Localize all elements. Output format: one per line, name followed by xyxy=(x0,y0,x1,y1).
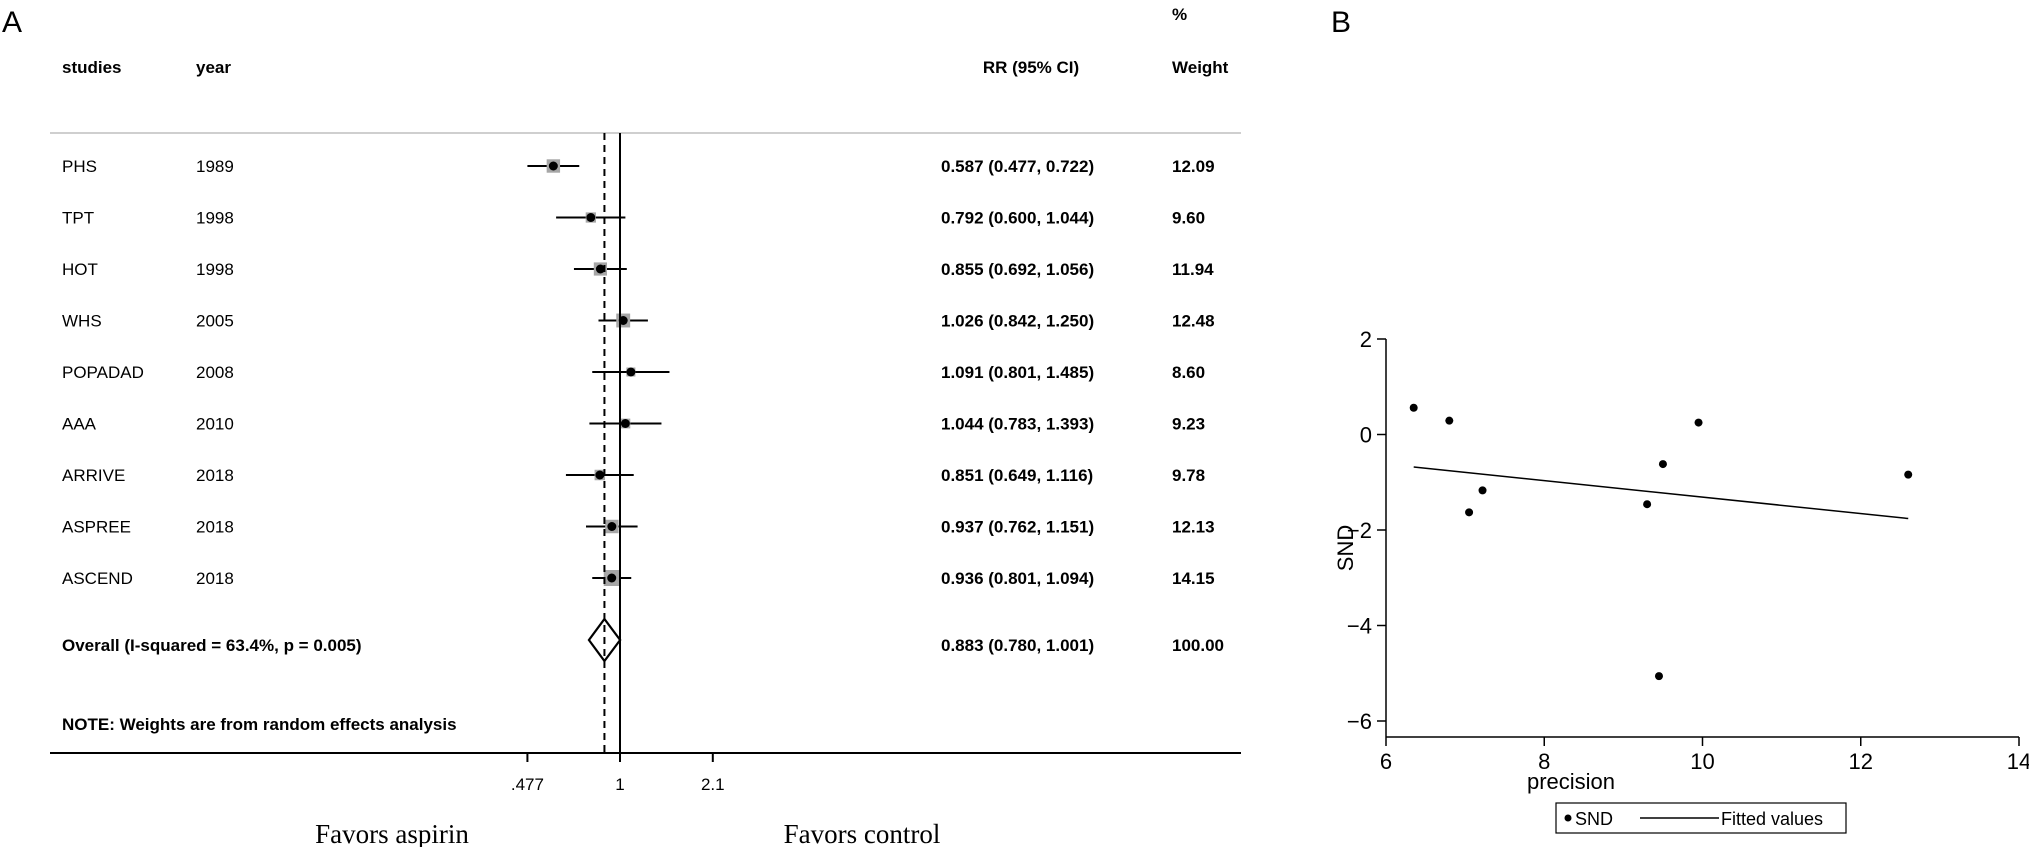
favors-control-label: Favors control xyxy=(784,819,941,847)
study-name: ASCEND xyxy=(62,569,133,588)
snd-point xyxy=(1478,486,1487,495)
study-name: HOT xyxy=(62,260,98,279)
overall-weight: 100.00 xyxy=(1172,636,1224,655)
study-weight: 9.78 xyxy=(1172,466,1205,485)
study-rr-text: 0.851 (0.649, 1.116) xyxy=(941,466,1093,485)
point-estimate xyxy=(620,419,630,428)
x-axis-label: precision xyxy=(1527,769,1615,794)
point-estimate xyxy=(607,522,617,531)
study-rr-text: 0.936 (0.801, 1.094) xyxy=(941,569,1094,588)
y-tick-label: −6 xyxy=(1347,709,1372,734)
study-rr-text: 1.091 (0.801, 1.485) xyxy=(941,363,1094,382)
study-year: 1998 xyxy=(196,209,234,228)
study-name: ASPREE xyxy=(62,518,131,537)
x-tick-label: 6 xyxy=(1380,749,1392,774)
point-estimate xyxy=(607,573,617,583)
fitted-line xyxy=(1413,466,1909,520)
x-tick-label: 14 xyxy=(2007,749,2029,774)
snd-point xyxy=(1654,672,1663,681)
col-header-rr: RR (95% CI) xyxy=(983,58,1079,77)
col-header-year: year xyxy=(196,58,231,77)
snd-point xyxy=(1643,500,1652,509)
study-weight: 12.48 xyxy=(1172,312,1215,331)
y-tick-label: 0 xyxy=(1360,423,1372,448)
study-rr-text: 1.026 (0.842, 1.250) xyxy=(941,312,1094,331)
study-rr-text: 0.855 (0.692, 1.056) xyxy=(941,260,1094,279)
study-name: WHS xyxy=(62,312,102,331)
study-rr-text: 0.587 (0.477, 0.722) xyxy=(941,157,1094,176)
study-weight: 8.60 xyxy=(1172,363,1205,382)
study-weight: 9.60 xyxy=(1172,209,1205,228)
legend: SND Fitted values xyxy=(1555,802,1847,834)
study-name: TPT xyxy=(62,209,94,228)
point-estimate xyxy=(548,161,558,171)
study-name: AAA xyxy=(62,415,97,434)
point-estimate xyxy=(595,264,605,274)
study-name: PHS xyxy=(62,157,97,176)
snd-point xyxy=(1409,403,1418,412)
point-estimate xyxy=(595,470,605,480)
study-weight: 11.94 xyxy=(1172,260,1214,279)
study-weight: 14.15 xyxy=(1172,569,1215,588)
study-year: 2008 xyxy=(196,363,234,382)
overall-label: Overall (I-squared = 63.4%, p = 0.005) xyxy=(62,636,362,655)
snd-point xyxy=(1445,416,1454,425)
snd-point xyxy=(1694,418,1703,427)
snd-point xyxy=(1658,460,1667,469)
study-year: 2005 xyxy=(196,312,234,331)
legend-fitted-label: Fitted values xyxy=(1721,809,1823,829)
x-tick-label: 1 xyxy=(615,775,624,794)
study-year: 2018 xyxy=(196,518,234,537)
y-tick-label: 2 xyxy=(1360,327,1372,352)
y-tick-label: −2 xyxy=(1347,518,1372,543)
x-tick-label: 10 xyxy=(1690,749,1714,774)
study-rr-text: 0.937 (0.762, 1.151) xyxy=(941,518,1094,537)
weights-note: NOTE: Weights are from random effects an… xyxy=(62,715,457,734)
study-year: 2010 xyxy=(196,415,234,434)
overall-rr-text: 0.883 (0.780, 1.001) xyxy=(941,636,1094,655)
forest-x-axis: .477 1 2.1 xyxy=(50,133,1241,794)
x-tick-label: 12 xyxy=(1849,749,1873,774)
legend-snd-label: SND xyxy=(1575,809,1613,829)
study-rr-text: 0.792 (0.600, 1.044) xyxy=(941,209,1094,228)
study-name: POPADAD xyxy=(62,363,144,382)
study-year: 2018 xyxy=(196,466,234,485)
point-estimate xyxy=(586,213,596,222)
col-header-studies: studies xyxy=(62,58,122,77)
study-year: 2018 xyxy=(196,569,234,588)
study-weight: 12.13 xyxy=(1172,518,1215,537)
favors-aspirin-label: Favors aspirin xyxy=(315,819,469,847)
x-tick-label: 8 xyxy=(1538,749,1550,774)
panel-label-a: A xyxy=(2,6,22,39)
col-header-weight: Weight xyxy=(1172,58,1229,77)
x-tick-label: .477 xyxy=(511,775,544,794)
legend-snd-marker xyxy=(1564,814,1572,822)
y-axis-label: SND xyxy=(1333,525,1358,571)
funnel-plot-panel: B 2 0 −2 −4 −6 6 8 10 12 14 SND precision SND Fit… xyxy=(1331,6,2029,834)
col-header-weight-pct: % xyxy=(1172,5,1187,24)
study-year: 1989 xyxy=(196,157,234,176)
study-weight: 12.09 xyxy=(1172,157,1215,176)
snd-point xyxy=(1465,508,1474,517)
forest-rows: PHS 1989 0.587 (0.477, 0.722) 12.09 TPT 1998 0… xyxy=(62,157,1215,663)
x-tick-label: 2.1 xyxy=(701,775,725,794)
panel-label-b: B xyxy=(1331,6,1351,39)
y-tick-label: −4 xyxy=(1347,614,1372,639)
study-name: ARRIVE xyxy=(62,466,125,485)
forest-plot-panel: A studies year RR (95% CI) % Weight PHS 1… xyxy=(2,5,1241,847)
study-rr-text: 1.044 (0.783, 1.393) xyxy=(941,415,1094,434)
snd-point xyxy=(1904,470,1913,479)
study-weight: 9.23 xyxy=(1172,415,1205,434)
scatter-plot-area: 2 0 −2 −4 −6 6 8 10 12 14 xyxy=(1347,327,2029,774)
study-year: 1998 xyxy=(196,260,234,279)
point-estimate xyxy=(626,367,636,377)
